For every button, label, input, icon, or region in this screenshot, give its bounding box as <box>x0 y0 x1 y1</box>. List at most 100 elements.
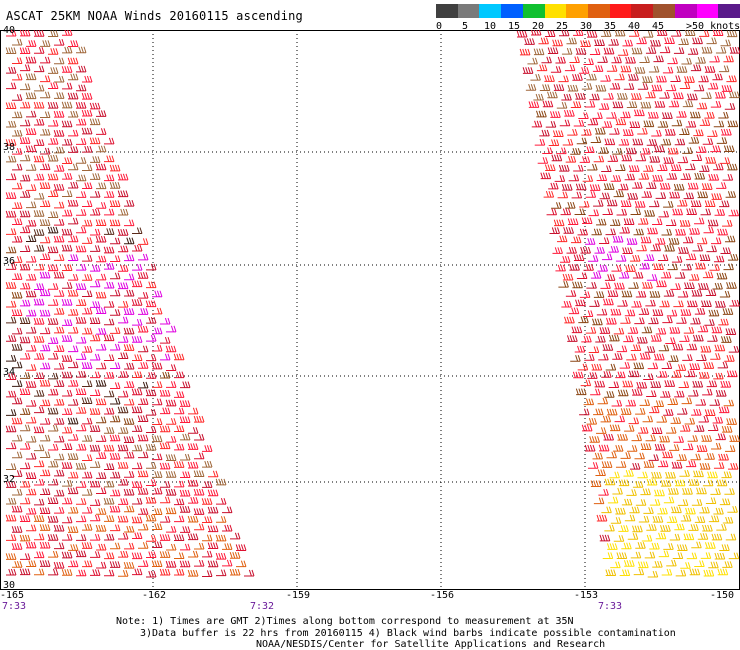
wind-barb <box>20 462 31 470</box>
legend-label: 35 <box>604 21 617 32</box>
wind-barb <box>643 120 655 128</box>
wind-barb <box>722 308 734 315</box>
wind-barb <box>601 121 613 128</box>
wind-barb <box>11 543 23 550</box>
note-line: 3)Data buffer is 22 hrs from 20160115 4)… <box>140 628 676 639</box>
wind-barb <box>533 48 545 56</box>
wind-barb <box>90 245 101 252</box>
wind-barb <box>557 191 569 199</box>
wind-barb <box>132 532 143 540</box>
wind-barb <box>207 542 219 550</box>
wind-barb <box>729 435 740 442</box>
wind-barb <box>600 415 612 423</box>
wind-barb <box>616 208 628 216</box>
wind-barb <box>670 417 682 424</box>
wind-barb <box>536 64 548 72</box>
wind-barb <box>81 362 93 369</box>
wind-barb <box>624 425 635 432</box>
wind-barb <box>124 273 135 281</box>
wind-barb <box>571 326 583 334</box>
wind-barb <box>132 318 143 326</box>
wind-barb <box>612 487 623 495</box>
wind-barb <box>146 570 157 578</box>
wind-barb <box>53 183 65 191</box>
wind-barb <box>152 487 163 495</box>
wind-barb <box>592 318 603 326</box>
lon-label: -162 <box>142 590 167 601</box>
wind-barb <box>652 560 663 568</box>
wind-barb <box>663 200 674 208</box>
wind-barb <box>90 301 101 308</box>
wind-barb <box>628 370 640 378</box>
wind-barb <box>720 336 732 343</box>
wind-barb <box>165 471 177 478</box>
wind-barb <box>669 327 681 334</box>
wind-barb <box>626 489 637 496</box>
wind-barb <box>572 371 584 379</box>
wind-barb <box>138 542 149 549</box>
wind-barb <box>5 514 17 522</box>
wind-barb <box>704 319 715 326</box>
wind-barb <box>138 292 149 299</box>
wind-barb <box>152 508 163 515</box>
wind-barb <box>165 345 177 353</box>
wind-barb <box>581 424 593 432</box>
wind-barb <box>643 373 654 380</box>
wind-barb <box>89 118 101 126</box>
wind-barb <box>575 388 587 396</box>
wind-barb <box>40 75 51 83</box>
wind-barb <box>62 264 73 272</box>
wind-barb <box>146 316 157 324</box>
wind-barb <box>48 48 59 55</box>
wind-barb <box>62 319 73 326</box>
wind-barb <box>640 147 651 155</box>
wind-barb <box>595 335 606 343</box>
wind-barb <box>39 219 51 226</box>
wind-barb <box>667 57 678 65</box>
wind-barb <box>20 64 31 72</box>
wind-barb <box>39 560 51 567</box>
wind-barb <box>48 550 59 558</box>
wind-barb <box>550 66 562 73</box>
wind-barb <box>104 515 115 522</box>
wind-barb <box>152 344 163 352</box>
wind-barb <box>594 380 606 388</box>
wind-barb <box>180 433 191 441</box>
wind-barb <box>660 479 672 487</box>
wind-barb <box>12 470 23 477</box>
wind-barb <box>593 291 605 298</box>
wind-barb <box>694 425 705 432</box>
wind-barb <box>25 145 37 153</box>
wind-barb <box>34 283 45 290</box>
wind-barb <box>689 227 700 235</box>
wind-barb <box>628 73 639 81</box>
wind-barb <box>82 219 93 227</box>
wind-barb <box>660 138 672 146</box>
wind-barb <box>655 327 667 335</box>
wind-barb <box>34 263 45 271</box>
wind-barb <box>61 101 73 109</box>
wind-barb <box>701 183 713 190</box>
wind-barb <box>697 533 709 540</box>
wind-barb <box>132 444 143 452</box>
wind-barb <box>614 30 626 37</box>
wind-barb <box>656 280 667 288</box>
wind-barb <box>26 507 37 515</box>
wind-barb <box>645 299 656 307</box>
wind-barb <box>20 480 31 488</box>
wind-barb <box>580 246 591 254</box>
wind-barb <box>207 489 219 497</box>
wind-barb <box>76 336 87 344</box>
wind-barb <box>601 461 613 468</box>
wind-barb <box>722 561 733 568</box>
wind-barb <box>724 488 735 495</box>
wind-barb <box>61 462 73 469</box>
wind-barb <box>664 380 676 387</box>
wind-barb <box>631 388 643 396</box>
wind-barb <box>48 299 59 306</box>
wind-barb <box>668 100 680 108</box>
wind-barb <box>682 236 694 244</box>
wind-barb <box>90 264 101 272</box>
wind-barb <box>124 254 135 262</box>
wind-barb <box>649 290 661 298</box>
